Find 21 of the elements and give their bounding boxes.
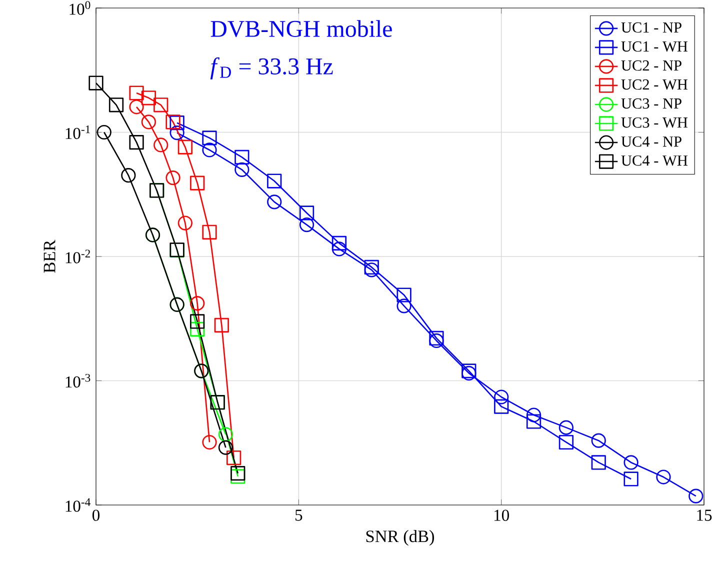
legend-label: UC2 - NP (621, 60, 682, 71)
y-tick-label: 10$^{-3}$ (66, 374, 90, 388)
annotation: f$_{D}$ = 33.3 Hz (210, 57, 333, 80)
y-tick-label: 10$^{0}$ (70, 1, 90, 15)
legend-label: UC4 - NP (621, 136, 682, 147)
x-axis-title: SNR (dB) (366, 530, 434, 546)
y-axis-title: BER (44, 240, 56, 273)
legend-label: UC1 - WH (621, 41, 688, 52)
legend-label: UC4 - WH (621, 155, 688, 166)
legend-label: UC2 - WH (621, 79, 688, 90)
x-tick-label: 10 (494, 510, 510, 521)
x-tick-label: 15 (697, 510, 712, 521)
x-tick-label: 5 (295, 510, 302, 521)
legend-label: UC3 - WH (621, 117, 688, 128)
legend-label: UC3 - NP (621, 98, 682, 109)
legend-label: UC1 - NP (621, 22, 682, 33)
y-tick-label: 10$^{-4}$ (66, 498, 90, 512)
y-tick-label: 10$^{-1}$ (66, 125, 90, 140)
x-tick-label: 0 (92, 510, 100, 521)
y-tick-label: 10$^{-2}$ (66, 250, 90, 264)
annotation: DVB-NGH mobile (210, 20, 392, 38)
